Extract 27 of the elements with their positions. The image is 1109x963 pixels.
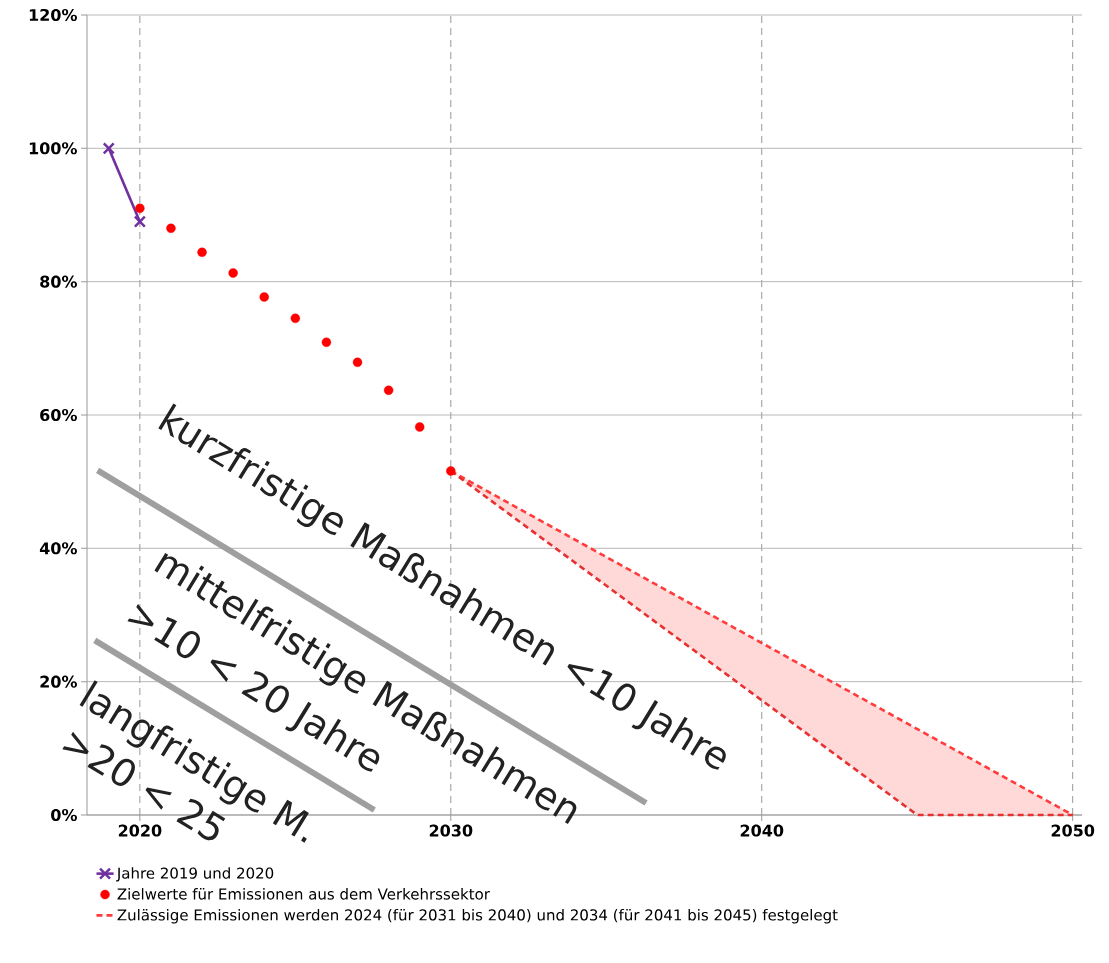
x-tick-label: 2030 — [429, 824, 473, 837]
point — [166, 223, 176, 234]
legend-label: Zulässige Emissionen werden 2024 (für 2031 bis 2040) und 2034 (für 2041 bis 2045) festgelegt — [117, 908, 838, 924]
y-tick-label: 0% — [51, 808, 77, 822]
point — [352, 357, 363, 368]
point — [102, 142, 115, 155]
point — [321, 337, 332, 348]
y-tick-label: 100% — [29, 142, 77, 155]
x-tick-label: 2050 — [1051, 824, 1095, 837]
point — [197, 247, 207, 258]
y-tick-label: 20% — [40, 675, 77, 688]
legend-label: Jahre 2019 und 2020 — [116, 867, 274, 882]
point — [415, 422, 425, 432]
point — [259, 292, 269, 302]
point — [133, 215, 147, 228]
legend-label: Zielwerte für Emissionen aus dem Verkehrssektor — [117, 888, 490, 900]
point — [228, 268, 238, 278]
point — [135, 203, 145, 214]
x-tick-label: 2040 — [740, 824, 784, 837]
y-tick-label: 80% — [40, 275, 77, 288]
point — [290, 313, 301, 324]
x-tick-label: 2020 — [118, 824, 162, 837]
y-tick-label: 40% — [39, 542, 77, 555]
y-tick-label: 120% — [29, 8, 77, 22]
point — [383, 385, 394, 396]
point — [446, 466, 456, 476]
y-tick-label: 60% — [40, 408, 77, 422]
